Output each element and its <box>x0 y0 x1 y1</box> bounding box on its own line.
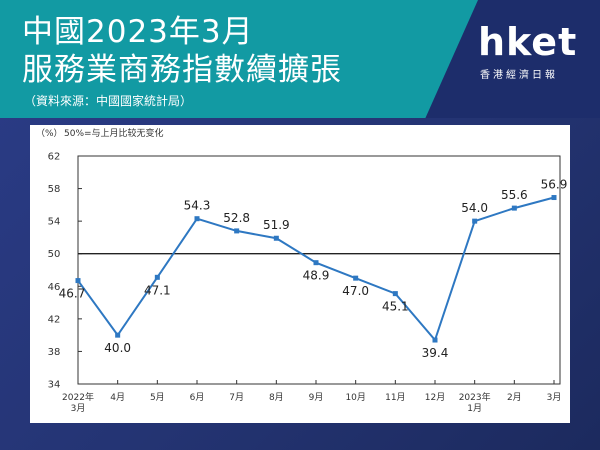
data-point <box>75 278 81 284</box>
x-tick-label-line: 6月 <box>190 392 205 403</box>
data-point <box>511 205 517 211</box>
x-tick-label: 12月 <box>425 392 445 403</box>
data-label: 39.4 <box>422 346 449 360</box>
data-point <box>273 235 279 241</box>
data-label: 56.9 <box>541 178 568 192</box>
y-tick-label: 34 <box>48 380 61 391</box>
data-label: 54.0 <box>461 201 488 215</box>
logo-subtitle: 香港經濟日報 <box>480 70 558 81</box>
data-point <box>551 195 557 201</box>
x-tick-label-line: 2022年 <box>62 391 94 403</box>
x-tick-label-line: 2月 <box>507 392 522 403</box>
y-tick-label: 62 <box>48 152 61 163</box>
chart-note: 50%=与上月比较无变化 <box>64 127 164 139</box>
x-tick-label: 4月 <box>110 392 125 403</box>
y-tick-label: 42 <box>48 314 61 325</box>
x-tick-label: 11月 <box>385 392 405 403</box>
data-label: 55.6 <box>501 188 528 202</box>
x-tick-label: 6月 <box>190 392 205 403</box>
x-tick-label: 2023年 1月 <box>459 391 491 414</box>
logo-wordmark: hket <box>478 20 578 64</box>
data-point <box>313 260 319 266</box>
header-title-panel <box>0 0 478 118</box>
data-label: 47.1 <box>144 283 171 297</box>
x-tick-label: 5月 <box>150 392 165 403</box>
x-tick-label-line: 10月 <box>345 392 365 403</box>
page-title-line2: 服務業商務指數續擴張 <box>22 52 342 88</box>
hket-logo[interactable]: hket 香港經濟日報 <box>478 20 590 90</box>
x-tick-label-line: 2023年 <box>459 391 491 403</box>
data-label: 48.9 <box>303 269 330 283</box>
data-point <box>353 275 359 281</box>
data-point <box>115 332 121 338</box>
x-tick-label: 2022年 3月 <box>62 391 94 414</box>
data-label: 52.8 <box>223 211 250 225</box>
data-point <box>472 218 478 224</box>
x-tick-label-line: 8月 <box>269 392 284 403</box>
x-tick-label-line: 4月 <box>110 392 125 403</box>
data-point <box>154 274 160 280</box>
x-tick-label-line: 1月 <box>467 403 482 414</box>
page-title-line1: 中國2023年3月 <box>22 14 254 50</box>
x-tick-label-line: 3月 <box>71 403 86 414</box>
plot-frame <box>77 155 561 385</box>
x-tick-label-line: 5月 <box>150 392 165 403</box>
data-point <box>234 228 240 234</box>
data-label: 51.9 <box>263 218 290 232</box>
x-tick-label: 2月 <box>507 392 522 403</box>
x-tick-label-line: 12月 <box>425 392 445 403</box>
y-tick-label: 58 <box>48 184 61 195</box>
x-tick-label-line: 11月 <box>385 392 405 403</box>
data-label: 46.7 <box>59 287 86 301</box>
x-tick-label-line: 7月 <box>229 392 244 403</box>
y-tick-label: 46 <box>48 282 61 293</box>
chart-card: （%） 50%=与上月比较无变化 34 38 42 46 50 54 58 62 2022年 3月 4月… <box>30 125 570 423</box>
data-label: 54.3 <box>184 199 211 213</box>
x-tick-label: 7月 <box>229 392 244 403</box>
x-tick-label: 3月 <box>547 392 562 403</box>
x-tick-label: 10月 <box>345 392 365 403</box>
data-point <box>432 337 438 343</box>
data-label: 47.0 <box>342 284 369 298</box>
x-tick-label: 9月 <box>309 392 324 403</box>
data-source-note: （資料來源：中國國家統計局） <box>24 94 193 108</box>
y-tick-label: 50 <box>48 249 61 260</box>
x-tick-label-line: 9月 <box>309 392 324 403</box>
y-tick-label: 54 <box>48 217 61 228</box>
data-point <box>392 291 398 297</box>
data-point <box>194 216 200 222</box>
y-tick-label: 38 <box>48 347 61 358</box>
x-tick-label-line: 3月 <box>547 392 562 403</box>
data-label: 40.0 <box>104 341 131 355</box>
x-tick-label: 8月 <box>269 392 284 403</box>
data-label: 45.1 <box>382 300 409 314</box>
y-unit-label: （%） <box>36 128 63 139</box>
